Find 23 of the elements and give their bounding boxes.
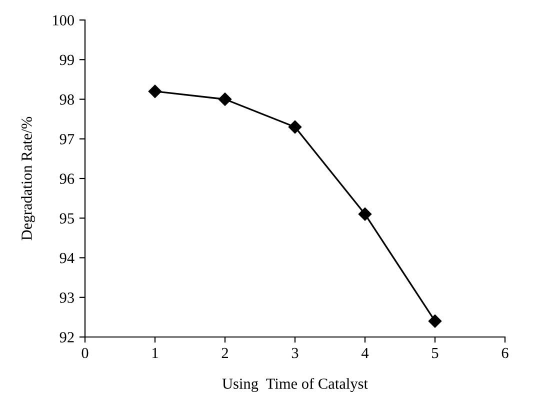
y-tick-label: 92: [60, 332, 74, 342]
x-tick-label: 6: [502, 348, 508, 358]
point: [148, 84, 162, 98]
x-tick-label: 4: [361, 348, 369, 358]
point: [288, 120, 302, 134]
y-tick-label: 98: [60, 94, 74, 105]
point: [218, 92, 232, 106]
y-tick-label: 99: [60, 54, 74, 66]
y-tick-label: 100: [53, 15, 74, 26]
y-tick-label: 95: [60, 213, 74, 224]
y-tick-label: 93: [60, 292, 74, 303]
x-tick-label: 2: [222, 348, 228, 358]
y-tick-label: 96: [60, 174, 74, 184]
y-tick-label: 94: [60, 252, 74, 264]
x-tick-label: 1: [152, 348, 158, 358]
x-tick-label: 5: [432, 348, 438, 358]
x-tick-label: 3: [292, 348, 298, 358]
point: [428, 314, 442, 328]
y-axis-title: Degradation Rate/%: [21, 116, 35, 240]
x-tick-label: 0: [82, 348, 88, 358]
point: [358, 208, 372, 221]
y-tick-label: 97: [60, 134, 74, 144]
x-axis-title: Using Time of Catalyst: [222, 378, 368, 392]
